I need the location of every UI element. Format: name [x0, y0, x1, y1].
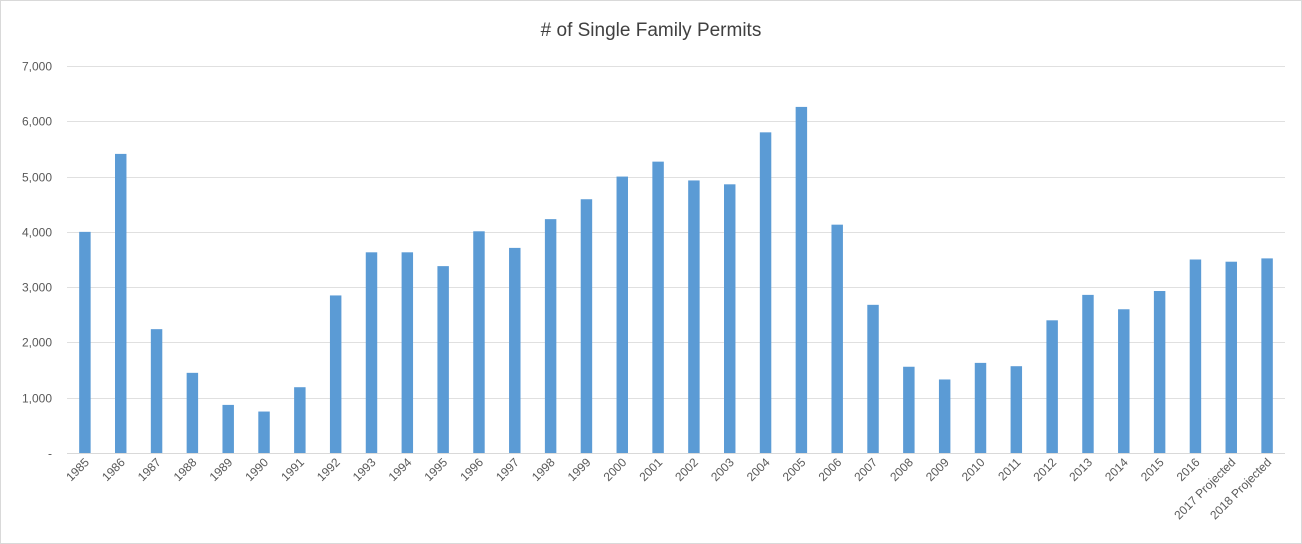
bar-2012: [1046, 320, 1058, 453]
bar-2009: [938, 379, 951, 453]
x-tick-label: 2006: [816, 455, 845, 484]
bar-2007: [867, 304, 879, 453]
x-tick-label: 1995: [421, 455, 450, 484]
y-tick-label: 1,000: [22, 392, 52, 406]
x-tick-label: 2015: [1138, 455, 1167, 484]
bar-2015: [1153, 291, 1166, 453]
x-tick-label: 1994: [386, 455, 415, 484]
y-tick-label: 4,000: [22, 226, 52, 240]
bar-1985: [79, 231, 91, 453]
x-tick-label: 2011: [995, 455, 1023, 483]
chart-title: # of Single Family Permits: [540, 20, 762, 41]
x-tick-label: 1989: [207, 455, 236, 484]
x-tick-label: 1999: [565, 455, 594, 484]
x-tick-label: 2007: [851, 455, 880, 484]
x-tick-label: 2008: [887, 455, 916, 484]
x-tick-label: 1987: [135, 455, 164, 484]
y-tick-label: 3,000: [22, 281, 52, 295]
x-tick-label: 1988: [171, 455, 200, 484]
bar-2018-projected: [1261, 258, 1273, 453]
x-tick-label: 2014: [1102, 455, 1131, 484]
bar-1990: [258, 411, 270, 453]
bar-2005: [795, 106, 808, 453]
bar-2010: [974, 362, 987, 453]
bar-2008: [903, 366, 915, 453]
x-tick-label: 2001: [636, 455, 665, 484]
bar-2002: [688, 180, 700, 453]
y-tick-label: 5,000: [22, 171, 52, 185]
bar-2013: [1082, 294, 1094, 453]
bar-1987: [150, 329, 163, 453]
bar-1993: [365, 252, 378, 453]
bar-1992: [329, 295, 342, 453]
bar-1991: [294, 387, 306, 453]
y-tick-label: 2,000: [22, 336, 52, 350]
x-tick-label: 1992: [314, 455, 343, 484]
x-tick-label: 1997: [493, 455, 522, 484]
x-tick-label: 1996: [457, 455, 486, 484]
bar-2000: [616, 176, 628, 453]
x-tick-label: 2013: [1066, 455, 1095, 484]
x-tick-label: 2016: [1174, 455, 1203, 484]
bar-2004: [759, 132, 772, 453]
x-tick-label: 2000: [601, 455, 630, 484]
bar-2017-projected: [1225, 261, 1237, 453]
bar-2011: [1010, 366, 1023, 453]
x-tick-label: 2002: [672, 455, 701, 484]
x-tick-label: 2005: [780, 455, 809, 484]
x-tick-label: 2012: [1030, 455, 1059, 484]
x-tick-label: 2003: [708, 455, 737, 484]
bar-1989: [222, 404, 234, 453]
bar-1986: [115, 153, 127, 453]
y-axis-ticks: - 1,000 2,000 3,000 4,000 5,000 6,000 7,000: [22, 60, 52, 461]
bar-1999: [580, 199, 593, 453]
bar-1995: [437, 266, 449, 453]
y-tick-label: -: [48, 447, 52, 461]
y-tick-label: 6,000: [22, 115, 52, 129]
bar-1988: [186, 372, 199, 453]
bar-2006: [831, 224, 843, 453]
bar-2001: [652, 161, 664, 453]
x-tick-label: 1985: [63, 455, 92, 484]
bar-1996: [473, 231, 485, 453]
bar-2014: [1118, 309, 1130, 453]
x-axis-ticks: 1985 1986 1987 1988 1989 1990 1991 1992 1993 1994…: [63, 455, 1274, 522]
x-tick-label: 1990: [242, 455, 271, 484]
y-tick-label: 7,000: [22, 60, 52, 74]
x-tick-label: 1993: [350, 455, 379, 484]
bar-1998: [544, 219, 557, 453]
bar-2003: [724, 184, 736, 453]
x-tick-label: 2009: [923, 455, 952, 484]
bars: [79, 106, 1273, 453]
x-tick-label: 2010: [959, 455, 988, 484]
x-tick-label: 2004: [744, 455, 773, 484]
bar-2016: [1189, 259, 1202, 453]
x-tick-label: 1991: [278, 455, 307, 484]
bar-1997: [509, 247, 521, 453]
x-tick-label: 1986: [99, 455, 128, 484]
gridlines: [67, 66, 1285, 454]
x-tick-label: 1998: [529, 455, 558, 484]
bar-1994: [401, 252, 414, 453]
